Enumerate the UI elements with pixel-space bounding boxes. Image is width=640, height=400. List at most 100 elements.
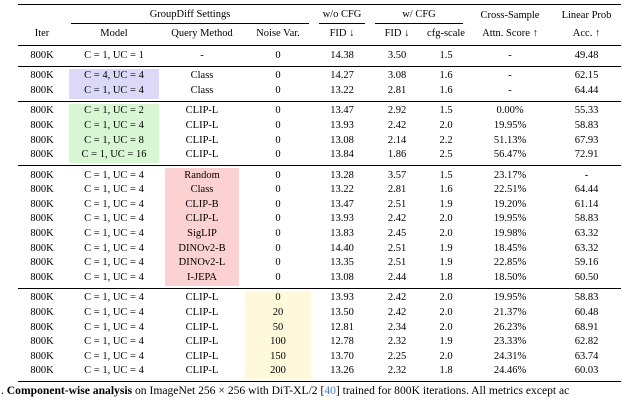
cell-noise: 200 [242, 364, 314, 382]
cell-attn: 0.00% [468, 100, 552, 119]
cell-query: CLIP-L [185, 119, 219, 131]
table-row: 800K C = 1, UC = 4 DINOv2-B 0 14.40 2.51 1.9 18… [18, 241, 621, 257]
cell-fid-wo: 13.47 [314, 100, 370, 119]
cell-iter: 800K [30, 84, 54, 96]
cell-model: C = 1, UC = 1 [84, 49, 144, 61]
cell-fid-wo: 14.27 [314, 65, 370, 84]
cell-fid-w: 2.51 [387, 257, 407, 269]
col-header-iter: Iter [18, 24, 66, 46]
table-section: 800K C = 4, UC = 4 Class 0 14.27 3.08 1.6-62.1… [18, 65, 621, 102]
cell-attn: 23.33% [493, 336, 527, 348]
cell-fid-w: 2.25 [387, 350, 407, 362]
cell-noise: 0 [242, 287, 314, 306]
cell-fid-w: 2.42 [370, 287, 424, 306]
cell-cfg: 2.0 [439, 307, 453, 319]
cell-query: Class [190, 84, 214, 96]
cell-noise: 0 [275, 49, 281, 61]
table-row: 800K C = 4, UC = 4 Class 0 14.27 3.08 1.6-62.1… [18, 65, 621, 84]
cell-noise: 100 [242, 335, 314, 350]
table-section: 800K C = 1, UC = 4 Random 0 13.28 3.57 1.5 23.1… [18, 165, 621, 289]
cell-attn: 22.85% [493, 257, 527, 269]
cell-noise: 20 [242, 306, 314, 321]
cell-noise: 150 [242, 349, 314, 365]
cell-model: C = 1, UC = 4 [66, 165, 162, 184]
cell-noise: 0 [275, 213, 281, 225]
cell-model: C = 1, UC = 4 [84, 307, 144, 319]
caption-citation-number: 40 [324, 384, 336, 397]
cell-cfg: 1.6 [424, 65, 468, 84]
cell-query: I-JEPA [162, 270, 242, 289]
cell-noise: 0 [275, 257, 281, 269]
cell-cfg: 1.6 [439, 184, 453, 196]
cell-acc: 58.83 [574, 119, 599, 131]
cell-attn: - [508, 84, 512, 96]
cell-fid-wo: 13.93 [330, 213, 354, 225]
table-row: 800K C = 1, UC = 4 CLIP-L 0 13.93 2.42 2.0 19.9… [18, 212, 621, 228]
cell-acc: 63.32 [574, 228, 599, 240]
table-row: 800K C = 1, UC = 1 - 0 14.38 3.50 1.5 - 49.48 [18, 46, 621, 67]
cell-fid-w: 2.32 [387, 365, 407, 377]
cell-fid-wo: 14.38 [330, 49, 354, 61]
column-header-row: Iter Model Query Method Noise Var. FID ↓… [18, 24, 621, 46]
cell-cfg: 2.0 [439, 119, 453, 131]
cell-iter: 800K [30, 198, 54, 210]
caption-tail-text: ] trained for 800K iterations. All metri… [335, 384, 570, 397]
cell-attn: 19.20% [493, 198, 527, 210]
cell-iter: 800K [30, 321, 54, 333]
cell-cfg: 2.0 [439, 321, 453, 333]
group-header-w-cfg: w/ CFG [370, 5, 468, 24]
cell-noise: 50 [242, 320, 314, 336]
table-row: 800K C = 1, UC = 4 Class 0 13.22 2.81 1.6 22.51… [18, 183, 621, 198]
cell-fid-wo: 12.81 [330, 321, 354, 333]
cell-attn: 24.31% [493, 350, 527, 362]
cell-acc: 59.16 [574, 257, 599, 269]
cell-fid-w: 2.51 [387, 198, 407, 210]
cell-fid-w: 2.32 [387, 336, 407, 348]
cell-cfg: 1.9 [439, 336, 453, 348]
cell-attn: 24.46% [493, 365, 527, 377]
cell-query: CLIP-L [185, 336, 219, 348]
col-header-fid-wo-cfg: FID ↓ [314, 24, 370, 46]
cell-iter: 800K [30, 307, 54, 319]
cell-model: C = 1, UC = 4 [84, 365, 144, 377]
cell-model: C = 1, UC = 4 [84, 336, 144, 348]
cell-fid-wo: 13.08 [330, 271, 354, 283]
table-row: 800K C = 1, UC = 4 CLIP-L 50 12.81 2.34 2.0 26.… [18, 320, 621, 336]
cell-acc: 67.93 [574, 134, 599, 146]
table-section: 800K C = 1, UC = 1 - 0 14.38 3.50 1.5 - 49.48 [18, 46, 621, 67]
cell-noise: 0 [242, 100, 314, 119]
cell-fid-wo: 13.84 [330, 149, 354, 161]
cell-model: C = 1, UC = 4 [66, 287, 162, 306]
cell-fid-w: 2.14 [387, 134, 407, 146]
table-row: 800K C = 1, UC = 4 CLIP-L 100 12.78 2.32 1.9 23… [18, 335, 621, 350]
cell-attn: 18.50% [493, 271, 527, 283]
table-row: 800K C = 1, UC = 4 CLIP-L 150 13.70 2.25 2.0 24… [18, 349, 621, 365]
cell-model: C = 1, UC = 4 [84, 321, 144, 333]
caption-prefix: . [1, 384, 7, 397]
cell-fid-wo: 13.08 [330, 134, 354, 146]
cell-model: C = 1, UC = 4 [66, 83, 162, 102]
cell-acc: 72.91 [574, 149, 599, 161]
cell-iter: 800K [18, 100, 66, 119]
cell-query: CLIP-L [185, 321, 219, 333]
cell-iter: 800K [30, 350, 54, 362]
table-section: 800K C = 1, UC = 2 CLIP-L 0 13.47 2.92 1.5 0.00… [18, 100, 621, 165]
cell-cfg: 1.9 [439, 257, 453, 269]
cell-cfg: 1.8 [439, 365, 453, 377]
cell-iter: 800K [30, 184, 54, 196]
cell-cfg: 1.5 [424, 165, 468, 184]
cell-iter: 800K [30, 213, 54, 225]
cell-fid-wo: 13.47 [330, 198, 354, 210]
table-row: 800K C = 1, UC = 4 SigLIP 0 13.83 2.45 2.0 19.9… [18, 227, 621, 242]
cell-iter: 800K [30, 228, 54, 240]
cell-fid-w: 2.42 [387, 307, 407, 319]
cell-noise: 0 [242, 165, 314, 184]
cell-noise: 0 [275, 184, 281, 196]
cell-cfg: 2.5 [439, 149, 453, 161]
cell-acc: 64.44 [574, 184, 599, 196]
col-header-fid-w-cfg: FID ↓ [370, 24, 424, 46]
cell-noise: 0 [275, 134, 281, 146]
cell-iter: 800K [30, 149, 54, 161]
table-header: GroupDiff Settings w/o CFG w/ CFG Cross-… [18, 5, 621, 46]
cell-cfg: 1.5 [439, 49, 453, 61]
